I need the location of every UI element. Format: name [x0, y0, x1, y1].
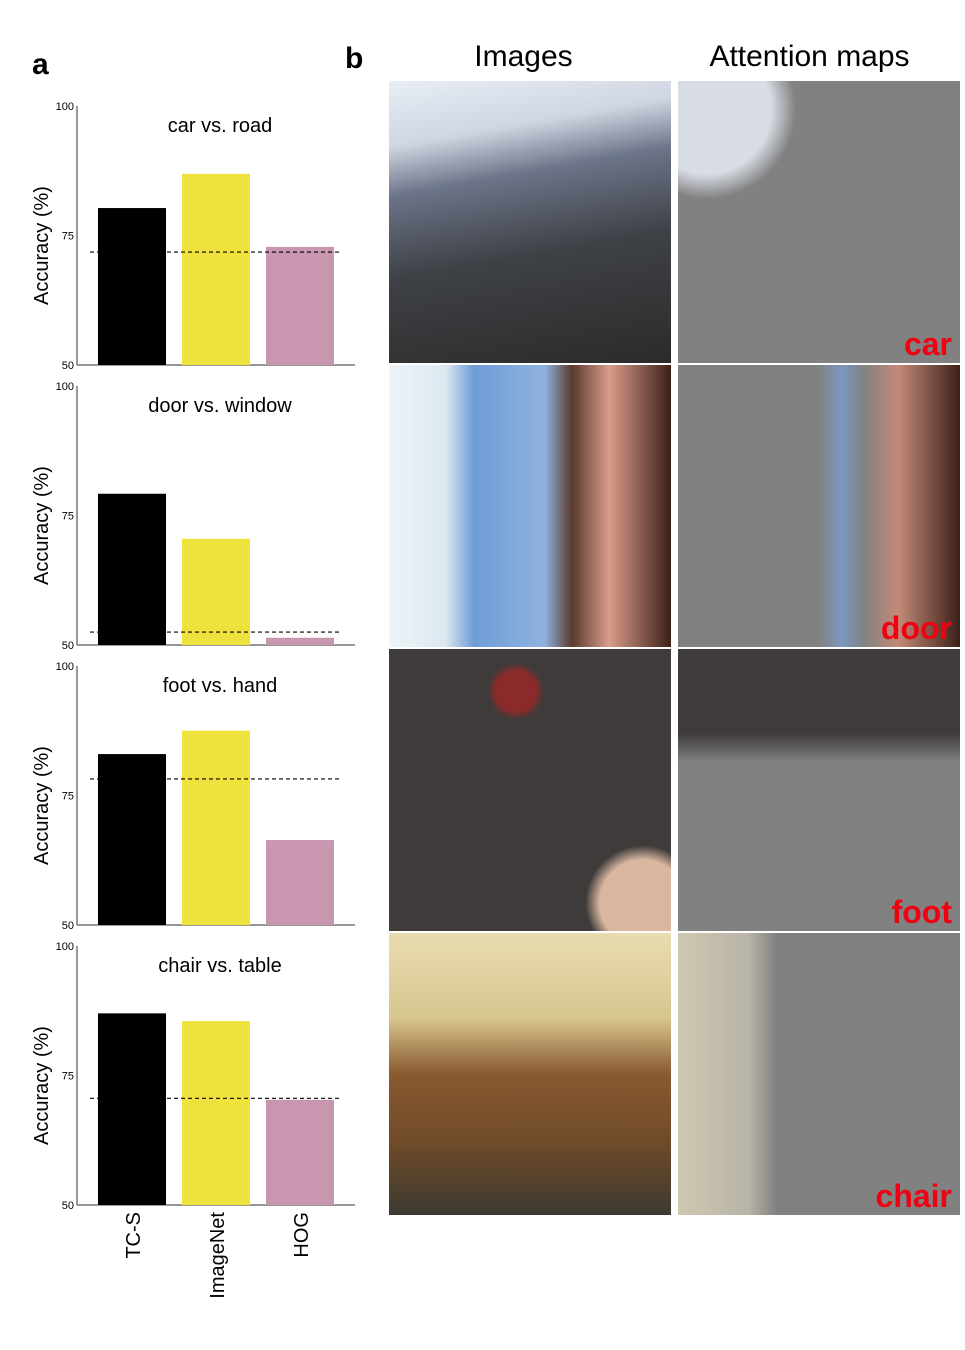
bar-hog: [266, 637, 334, 645]
panel-label-b: b: [345, 42, 364, 75]
y-tick-label: 75: [62, 231, 74, 243]
y-tick-label: 50: [62, 920, 74, 932]
y-tick-label: 75: [62, 511, 74, 523]
image-foot-hand: [389, 649, 671, 931]
y-tick-label: 50: [62, 360, 74, 372]
bar-imagenet: [182, 1021, 250, 1205]
attention-column-header: Attention maps: [709, 40, 910, 73]
panel-label-a: a: [32, 48, 49, 81]
y-tick-label: 50: [62, 640, 74, 652]
image-chair-table: [389, 933, 671, 1215]
chart-title: foot vs. hand: [163, 675, 278, 697]
chart-title: door vs. window: [148, 395, 292, 417]
chart-title: car vs. road: [168, 115, 272, 137]
image-car-road: [389, 81, 671, 363]
y-tick-label: 100: [56, 661, 74, 673]
attention-label: foot: [891, 894, 952, 930]
bar-imagenet: [182, 538, 250, 645]
attention-label: door: [880, 610, 952, 646]
bar-imagenet: [182, 730, 250, 925]
attention-car: car: [678, 81, 960, 363]
bar-hog: [266, 1099, 334, 1205]
attention-chair: chair: [678, 933, 960, 1215]
x-tick-label: HOG: [291, 1212, 313, 1258]
y-tick-label: 100: [56, 101, 74, 113]
y-tick-label: 75: [62, 1071, 74, 1083]
bar-imagenet: [182, 173, 250, 365]
x-tick-label: ImageNet: [207, 1212, 229, 1299]
y-axis-label: Accuracy (%): [31, 466, 53, 585]
attention-foot: foot: [678, 649, 960, 931]
y-tick-label: 100: [56, 381, 74, 393]
y-axis-label: Accuracy (%): [31, 746, 53, 865]
chart-title: chair vs. table: [158, 955, 281, 977]
bar-tc-s: [98, 1013, 166, 1205]
bar-tc-s: [98, 208, 166, 365]
image-door-window: [389, 365, 671, 647]
y-axis-label: Accuracy (%): [31, 1026, 53, 1145]
attention-door: door: [678, 365, 960, 647]
y-tick-label: 100: [56, 941, 74, 953]
attention-label: car: [903, 326, 952, 362]
y-tick-label: 75: [62, 791, 74, 803]
attention-label: chair: [875, 1178, 952, 1214]
y-axis-label: Accuracy (%): [31, 186, 53, 305]
y-tick-label: 50: [62, 1200, 74, 1212]
bar-charts: 50 75 100 Accuracy (%) car vs. road 50 75 100 Ac…: [31, 101, 355, 1299]
bar-tc-s: [98, 493, 166, 645]
images-column-header: Images: [474, 40, 573, 73]
bar-tc-s: [98, 754, 166, 925]
x-tick-label: TC-S: [123, 1212, 145, 1259]
bar-hog: [266, 246, 334, 365]
bar-hog: [266, 840, 334, 925]
